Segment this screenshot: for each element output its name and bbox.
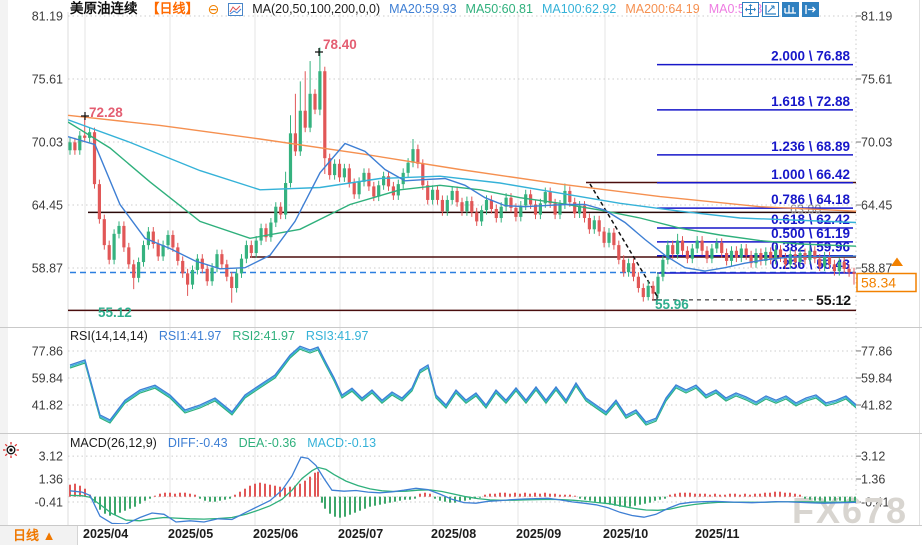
axis-label-right: 41.82 [861, 399, 892, 413]
axis-label-right: 75.61 [861, 73, 892, 87]
axis-label-left: 81.19 [32, 10, 63, 24]
price-up-arrow-icon [891, 257, 903, 266]
fib-label: 0.786 \ 64.18 [771, 192, 850, 207]
chart-toolbar [742, 2, 819, 17]
exit-fullscreen-icon[interactable] [802, 2, 819, 17]
chart-header: 美原油连续 【日线】 ⊖ MA(20,50,100,200,0,0) MA20:… [70, 1, 762, 17]
swing-price-label: 72.28 [89, 105, 123, 120]
period-tag[interactable]: 【日线】 [146, 1, 199, 16]
axis-label-right: 1.36 [861, 473, 885, 487]
rsi-lines [69, 345, 856, 426]
swing-price-label: 55.96 [655, 297, 689, 312]
axis-scale-icon[interactable] [762, 2, 779, 17]
rsi2-line [69, 348, 856, 426]
axis-label-left: 58.87 [32, 262, 63, 276]
ma-line-ma200 [68, 114, 856, 212]
fib-label: 1.618 \ 72.88 [771, 94, 850, 109]
fib-label: 0.500 \ 61.19 [771, 226, 850, 241]
dea-line [69, 466, 856, 522]
mini-chart-icon[interactable] [228, 2, 244, 16]
ma-line-ma100 [68, 119, 856, 224]
diff-value: DIFF:-0.43 [167, 436, 228, 450]
cross-marker [652, 294, 662, 305]
watermark: FX678 [792, 490, 908, 531]
collapse-indicator-icon[interactable]: ⊖ [207, 1, 220, 17]
swing-price-label: 78.40 [323, 37, 357, 52]
fib-label: 1.000 \ 66.42 [771, 167, 850, 182]
ma-line-ma50 [68, 121, 856, 247]
macd-value: MACD:-0.13 [307, 436, 377, 450]
measure-price-label: 55.12 [816, 292, 851, 308]
month-label: 2025/10 [603, 527, 649, 541]
axis-label-right: 64.45 [861, 199, 892, 213]
month-label: 2025/06 [253, 527, 299, 541]
rsi1-value: RSI1:41.97 [158, 329, 222, 343]
axis-label-left: 75.61 [32, 73, 63, 87]
macd-formula: MACD(26,12,9) [70, 436, 157, 450]
month-label: 2025/04 [83, 527, 129, 541]
fib-label: 2.000 \ 76.88 [771, 49, 850, 64]
axis-label-right: 70.03 [861, 136, 892, 150]
macd-legend: MACD(26,12,9) DIFF:-0.43 DEA:-0.36 MACD:… [70, 436, 376, 450]
rsi3-value: RSI3:41.97 [305, 329, 369, 343]
axis-label-left: -0.41 [35, 496, 64, 510]
axis-label-left: 1.36 [39, 473, 63, 487]
rsi2-value: RSI2:41.97 [232, 329, 295, 343]
axis-label-right: -0.41 [861, 496, 890, 510]
chart-mode-icon[interactable] [782, 2, 799, 17]
month-label: 2025/08 [431, 527, 477, 541]
current-price-value: 58.34 [861, 275, 896, 291]
rsi3-line [69, 347, 856, 425]
moving-average-lines [68, 114, 856, 272]
axis-label-left: 64.45 [32, 199, 63, 213]
trendline [589, 183, 658, 297]
axis-label-right: 58.87 [861, 262, 892, 276]
macd-panel-series [69, 456, 856, 524]
annotations: 72.28 78.40 55.96 55.12 [81, 37, 689, 320]
axis-label-left: 59.84 [32, 371, 63, 385]
month-label: 2025/11 [695, 527, 740, 541]
candlestick-series [68, 47, 856, 303]
axis-label-right: 77.86 [861, 344, 892, 358]
fib-label: 1.236 \ 68.89 [771, 139, 850, 154]
ma-formula: MA(20,50,100,200,0,0) [252, 2, 381, 16]
rsi-legend: RSI(14,14,14) RSI1:41.97 RSI2:41.97 RSI3… [70, 329, 368, 343]
move-icon[interactable] [742, 2, 759, 17]
axis-label-left: 70.03 [32, 136, 63, 150]
ma100-value: MA100:62.92 [541, 2, 617, 16]
cross-marker [315, 48, 323, 56]
ma20-value: MA20:59.93 [389, 2, 457, 16]
fib-label: 0.618 \ 62.42 [771, 212, 850, 227]
panel-dividers [0, 327, 922, 526]
diff-line [69, 456, 856, 524]
rsi-formula: RSI(14,14,14) [70, 329, 148, 343]
axis-label-left: 77.86 [32, 344, 63, 358]
axis-label-right: 59.84 [861, 371, 892, 385]
instrument-title: 美原油连续 [70, 1, 138, 16]
hot-point-icon[interactable] [2, 441, 20, 464]
ma200-value: MA200:64.19 [625, 2, 700, 16]
month-label: 2025/07 [338, 527, 384, 541]
current-price-tag: 58.34 [856, 257, 917, 293]
axis-label-left: 41.82 [32, 399, 63, 413]
cross-marker [81, 112, 89, 120]
axis-label-right: 81.19 [861, 10, 892, 24]
month-label: 2025/05 [168, 527, 214, 541]
axis-label-left: 3.12 [39, 450, 63, 464]
dea-value: DEA:-0.36 [238, 436, 297, 450]
bottom-axis-bar: 日线 ▲ 2025/04 2025/05 2025/06 2025/07 202… [0, 526, 922, 545]
ma50-value: MA50:60.81 [465, 2, 533, 16]
ma-line-ma20 [68, 136, 856, 272]
rsi1-line [69, 345, 856, 423]
axis-labels: 81.19 81.19 75.61 75.61 70.03 70.03 64.45 64.45… [32, 10, 893, 510]
month-label: 2025/09 [516, 527, 562, 541]
left-margin-strip [0, 0, 8, 545]
tab-daily[interactable]: 日线 ▲ [0, 526, 78, 545]
axis-label-right: 3.12 [861, 450, 885, 464]
swing-price-label: 55.12 [98, 305, 132, 320]
